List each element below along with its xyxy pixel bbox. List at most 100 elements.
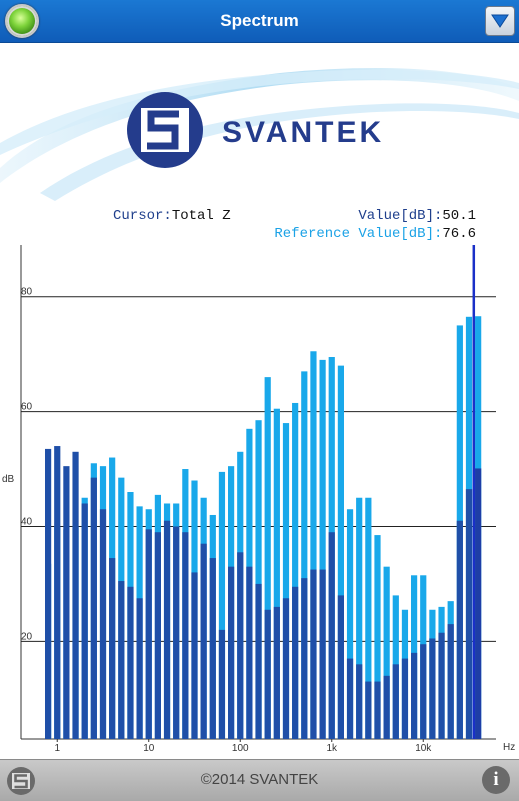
current-bar (411, 652, 418, 739)
x-tick-label: 1k (326, 743, 338, 754)
current-bar (456, 520, 463, 739)
reference-bar (365, 497, 372, 739)
page-title: Spectrum (220, 11, 299, 30)
current-bar (191, 572, 198, 739)
current-bar (401, 658, 409, 739)
reference-bar (383, 566, 390, 739)
reference-bar (337, 365, 344, 739)
current-bar (328, 532, 335, 739)
current-bar (255, 583, 262, 739)
reference-number: 76.6 (442, 226, 476, 242)
current-bar (218, 629, 226, 739)
current-bar (465, 489, 473, 739)
current-bar (99, 509, 107, 739)
y-tick-label: 20 (21, 631, 33, 642)
reference-bar (273, 408, 280, 739)
current-bar (475, 468, 482, 739)
current-bar (154, 532, 161, 739)
spectrum-chart[interactable]: 20 40 60 80 1 10 100 1k 10k dB Hz (0, 245, 519, 759)
copyright-icon: © (200, 771, 212, 788)
current-bar (246, 566, 253, 739)
current-bar (264, 609, 271, 739)
current-bar (200, 543, 207, 739)
reference-bar (374, 535, 381, 739)
current-bar (337, 595, 344, 739)
svantek-logo-icon (127, 92, 203, 168)
copyright-text: ©2014 SVANTEK (0, 771, 519, 788)
cursor-label: Cursor: (113, 208, 172, 224)
y-tick-label: 80 (21, 287, 33, 298)
value-number: 50.1 (442, 208, 476, 224)
reference-bar (346, 509, 354, 739)
current-bar (118, 581, 125, 739)
current-bar (301, 578, 308, 739)
y-tick-label: 40 (21, 516, 33, 527)
reference-bar (301, 371, 308, 739)
chart-bars (45, 245, 482, 739)
reference-bar (282, 423, 290, 739)
dropdown-arrow-icon (491, 14, 509, 28)
current-bar (136, 598, 143, 739)
svantek-logo-icon[interactable] (6, 766, 36, 796)
current-bar (173, 526, 180, 739)
info-icon[interactable]: i (482, 766, 510, 794)
app-header: Spectrum (0, 0, 519, 43)
reference-bar (218, 471, 226, 739)
current-bar (72, 451, 79, 739)
current-bar (319, 569, 326, 739)
current-bar (429, 638, 436, 739)
current-bar (54, 446, 61, 739)
reference-bar (310, 351, 317, 739)
current-bar (209, 558, 216, 739)
current-bar (63, 466, 70, 739)
reference-bar (264, 377, 271, 739)
reference-bar (255, 420, 262, 739)
current-bar (109, 558, 116, 739)
current-bar (356, 664, 363, 739)
x-axis-label: Hz (503, 742, 515, 753)
value-readout: Value[dB]:50.1 (358, 208, 476, 224)
reference-readout: Reference Value[dB]:76.6 (274, 226, 476, 242)
current-bar (145, 529, 152, 739)
x-tick-label: 10 (143, 743, 155, 754)
current-bar (292, 586, 299, 739)
current-bar (228, 566, 235, 739)
current-bar (447, 624, 454, 739)
current-bar (81, 503, 88, 739)
cursor-value: Total Z (171, 208, 231, 224)
current-bar (365, 681, 372, 739)
current-bar (182, 532, 189, 739)
current-bar (273, 606, 280, 739)
reference-label: Reference Value[dB]: (274, 226, 443, 242)
y-axis-label: dB (2, 474, 15, 485)
current-bar (45, 448, 52, 739)
current-bar (237, 552, 244, 739)
status-led-icon[interactable] (5, 4, 39, 38)
app-footer: ©2014 SVANTEK i (0, 759, 519, 801)
reference-bar (356, 497, 363, 739)
current-bar (310, 569, 317, 739)
reference-bar (292, 402, 299, 739)
copyright-label: 2014 SVANTEK (211, 771, 319, 788)
current-bar (438, 632, 445, 739)
current-bar (383, 675, 390, 739)
cursor-readout: Cursor:Total Z (113, 208, 231, 224)
brand-wordmark: SVANTEK (222, 116, 385, 149)
x-tick-label: 1 (54, 743, 60, 754)
chart-ticks: 20 40 60 80 1 10 100 1k 10k (21, 287, 432, 754)
reference-bar (319, 359, 326, 739)
value-label: Value[dB]: (358, 208, 443, 224)
current-bar (374, 681, 381, 739)
cursor-line[interactable] (472, 245, 476, 739)
brand-banner: SVANTEK (0, 43, 519, 208)
y-tick-label: 60 (21, 402, 33, 413)
current-bar (392, 664, 399, 739)
current-bar (90, 477, 97, 739)
current-bar (163, 520, 171, 739)
x-tick-label: 100 (232, 743, 249, 754)
dropdown-menu-button[interactable] (485, 6, 515, 36)
current-bar (127, 586, 134, 739)
current-bar (346, 658, 354, 739)
current-bar (420, 644, 427, 739)
x-tick-label: 10k (415, 743, 432, 754)
